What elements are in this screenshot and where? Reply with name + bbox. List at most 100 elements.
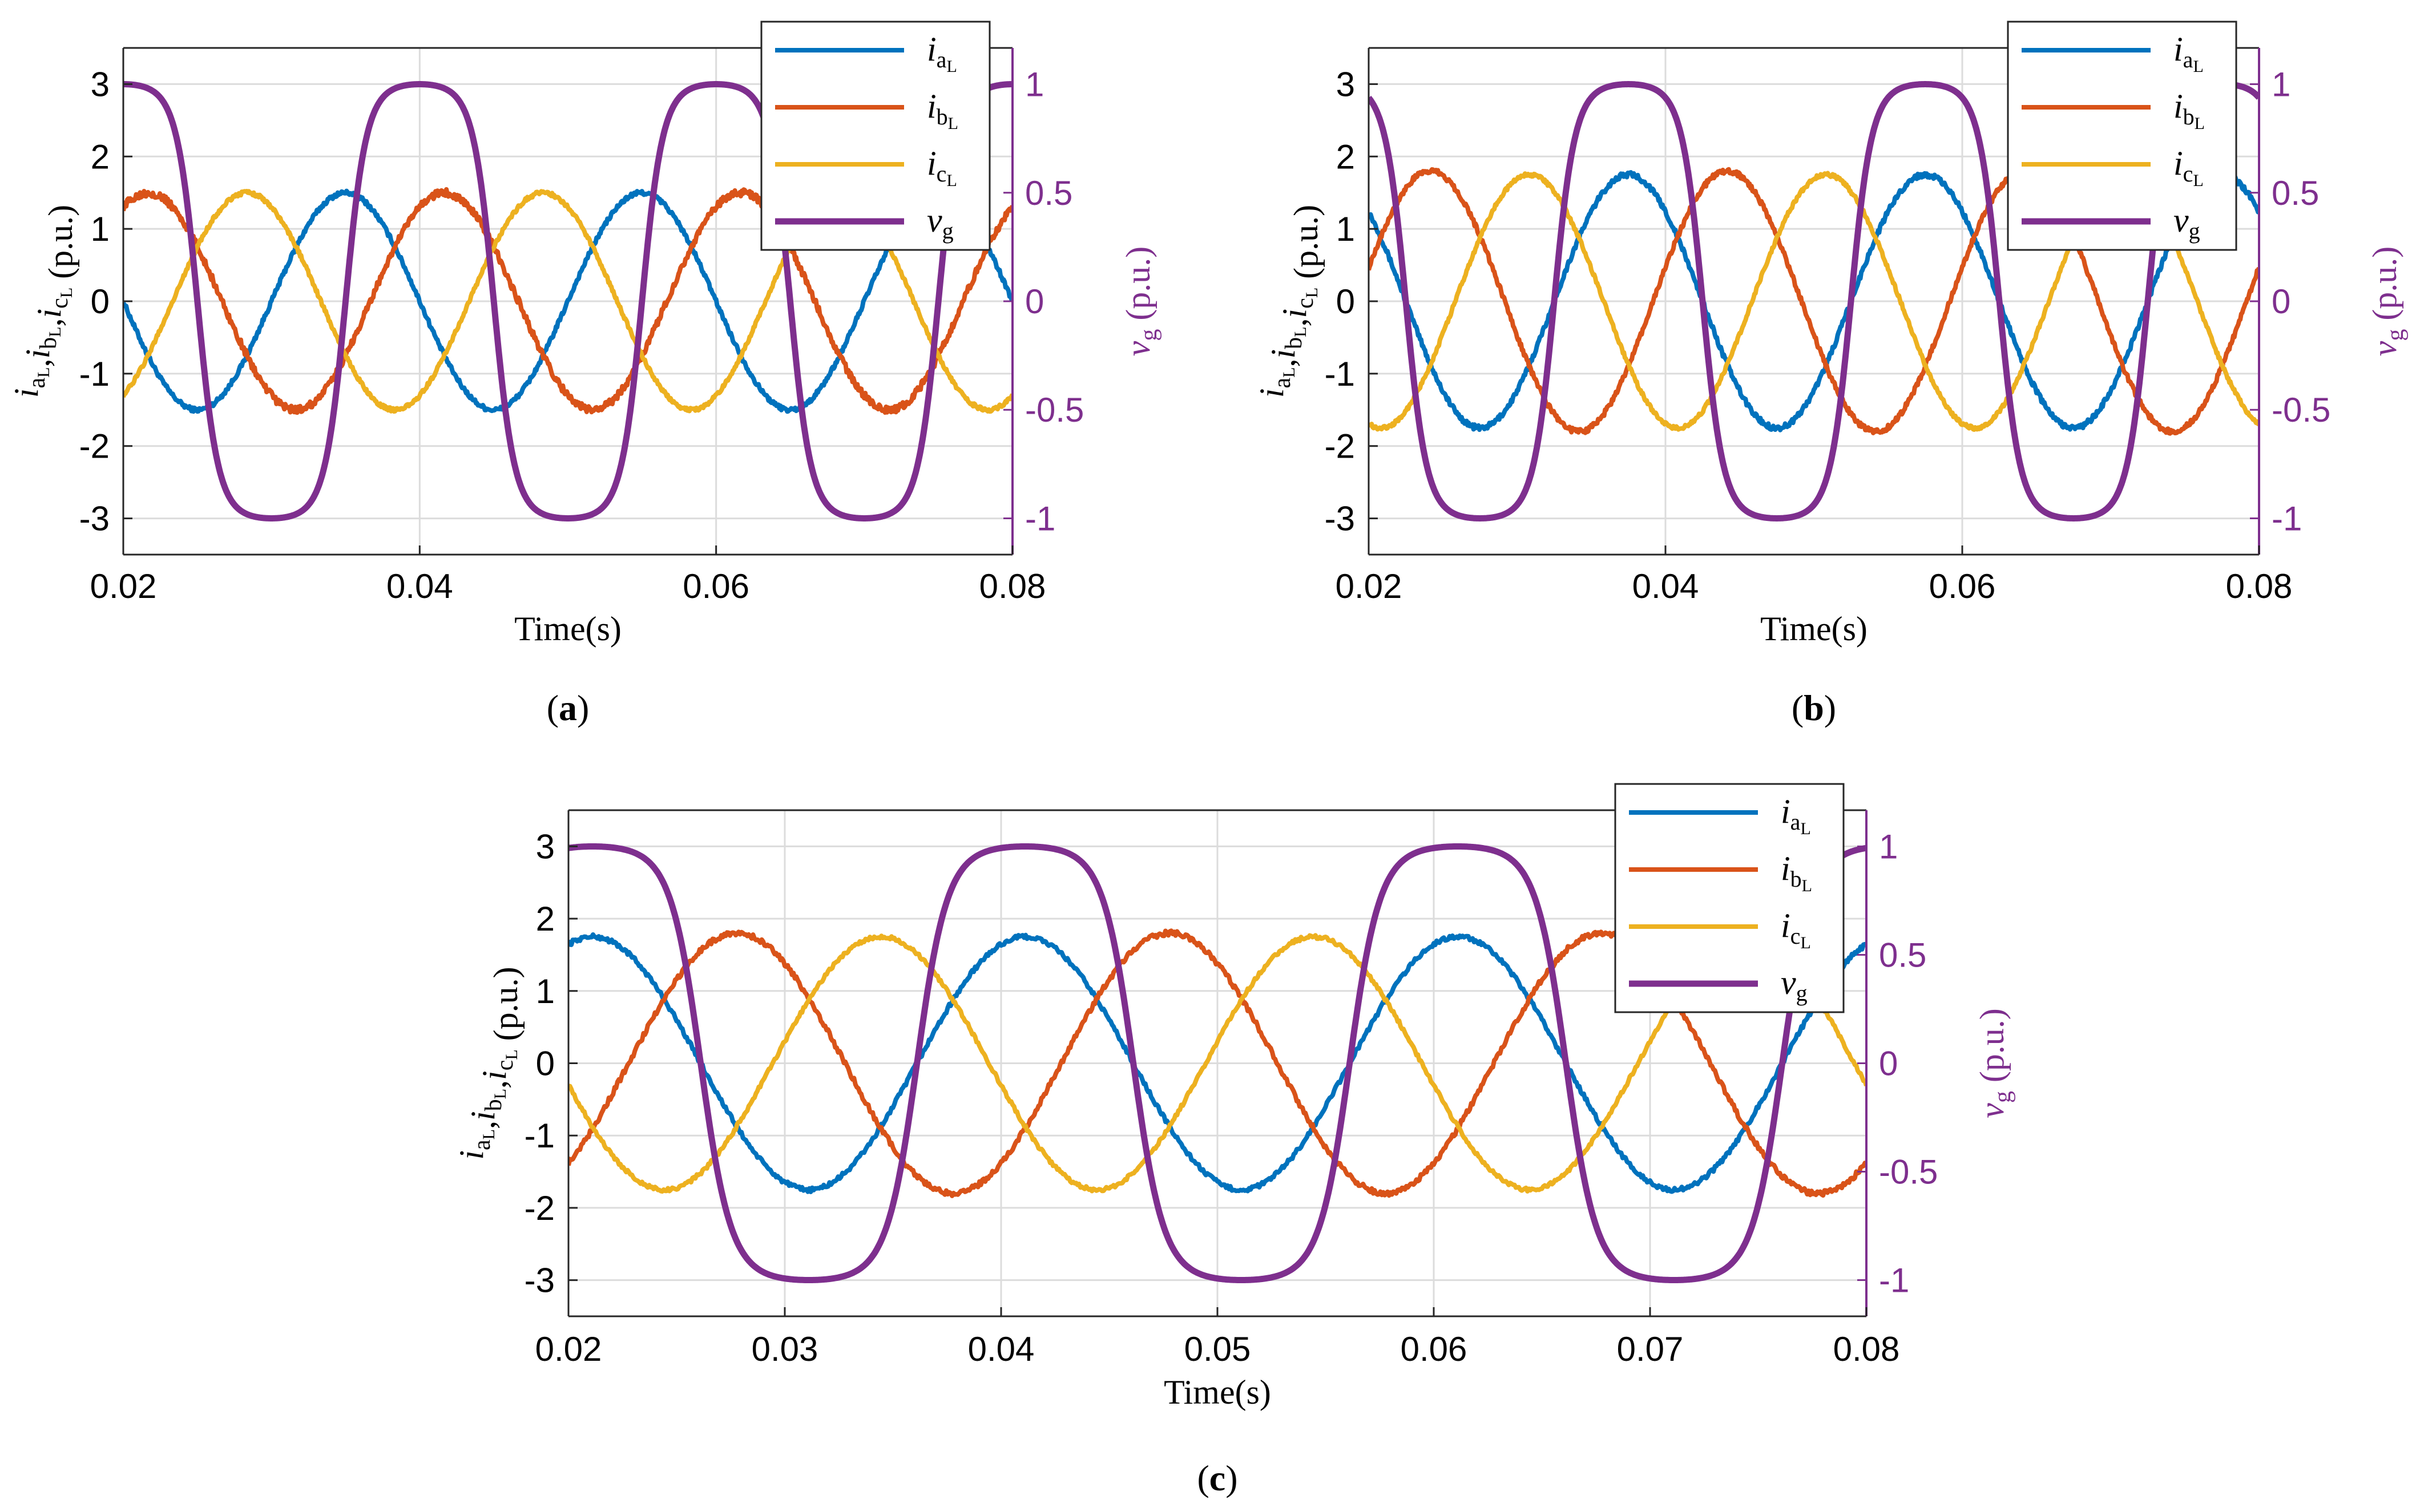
y-tick-label-left: -1 xyxy=(525,1117,555,1155)
y-axis-label-left: iaL,ibL,icL (p.u.) xyxy=(7,205,79,398)
ylabel-unit: (p.u.) xyxy=(42,205,79,288)
ylabel-var: i xyxy=(1253,388,1290,398)
legend-subsub: L xyxy=(946,171,957,190)
y-tick-label-left: 2 xyxy=(1336,138,1355,176)
y-axis-label-right: vg (p.u.) xyxy=(1119,246,1162,357)
series-line-i-aL xyxy=(568,932,1866,1194)
ylabel-subsub: L xyxy=(57,288,76,298)
legend-subsub: L xyxy=(2195,114,2205,133)
y-tick-label-right: 0.5 xyxy=(1025,174,1072,212)
ylabel-var: i xyxy=(1276,309,1313,318)
ylabel-right-unit: (p.u.) xyxy=(1973,1008,2011,1091)
x-tick-label: 0.08 xyxy=(1833,1330,1900,1368)
panel-caption: (a) xyxy=(547,688,590,728)
ylabel-sub: b xyxy=(35,337,62,349)
ylabel-right-sub: g xyxy=(1990,1091,2016,1103)
legend-box xyxy=(760,21,991,251)
legend-var: v xyxy=(1781,964,1796,1001)
caption-close: ) xyxy=(1225,1458,1237,1498)
y-axis-label-left: iaL,ibL,icL (p.u.) xyxy=(453,967,525,1159)
y-tick-label-right: -0.5 xyxy=(1879,1153,1938,1191)
x-tick-label: 0.02 xyxy=(535,1330,602,1368)
panel-c: 0.02 0.03 0.04 0.05 0.06 0.07 0.08 3 2 1 0 -1 -2 -3 1 0… xyxy=(453,783,2016,1498)
ylabel-var: i xyxy=(19,349,57,359)
legend-sub: a xyxy=(1790,809,1801,835)
ylabel-sub: a xyxy=(469,1139,495,1150)
y-tick-label-left: 2 xyxy=(91,138,110,176)
y-tick-label-left: -3 xyxy=(79,500,110,538)
ylabel-subsub: L xyxy=(1280,367,1298,377)
ylabel-sub: a xyxy=(1269,377,1296,388)
panel-caption: (b) xyxy=(1792,688,1836,728)
legend-subsub: L xyxy=(1802,876,1812,895)
legend-label-v-g: vg xyxy=(927,201,954,244)
ylabel-sub: a xyxy=(24,377,50,388)
ylabel-sep: , xyxy=(1276,318,1313,326)
series-line-v-g xyxy=(1369,81,2259,521)
x-tick-label: 0.06 xyxy=(1929,567,1996,605)
caption-open: ( xyxy=(1197,1458,1209,1498)
legend-var: i xyxy=(2173,144,2183,182)
panel-caption: (c) xyxy=(1197,1458,1237,1498)
ylabel-subsub: L xyxy=(1291,326,1310,337)
ylabel-right-unit: (p.u.) xyxy=(1119,246,1157,329)
series-line-i-bL xyxy=(1369,167,2259,436)
y-tick-label-left: -3 xyxy=(525,1262,555,1300)
x-tick-label: 0.02 xyxy=(1336,567,1402,605)
y-tick-label-left: 3 xyxy=(536,827,555,866)
legend-sub: g xyxy=(942,218,954,244)
y-tick-label-left: -3 xyxy=(1325,500,1355,538)
legend-var: i xyxy=(927,144,937,182)
y-tick-label-left: 0 xyxy=(91,282,110,321)
y-tick-label-right: 0.5 xyxy=(2272,174,2319,212)
y-tick-label-left: 1 xyxy=(91,210,110,248)
ylabel-right-unit: (p.u.) xyxy=(2366,246,2403,329)
legend-label-i-bL: ibL xyxy=(1781,850,1812,895)
x-axis-label: Time(s) xyxy=(514,610,622,648)
legend-sub: a xyxy=(2183,47,2193,72)
legend-var: i xyxy=(1781,850,1790,887)
x-axis-label: Time(s) xyxy=(1760,610,1868,648)
legend-sub: b xyxy=(1790,866,1802,892)
caption-close: ) xyxy=(1824,688,1836,728)
legend-label-i-cL: icL xyxy=(927,144,957,190)
y-tick-label-right: 1 xyxy=(2272,66,2290,104)
legend-var: v xyxy=(927,201,942,239)
legend-sub: g xyxy=(1796,980,1808,1006)
legend-sub: b xyxy=(2183,104,2195,130)
panel-a: 0.02 0.04 0.06 0.08 3 2 1 0 -1 -2 -3 1 0.5 0 -0.5 -1 Tim… xyxy=(7,21,1162,728)
ylabel-unit: (p.u.) xyxy=(487,967,525,1049)
y-tick-label-right: 1 xyxy=(1879,827,1898,866)
ylabel-sub: b xyxy=(481,1099,507,1111)
y-tick-label-right: -0.5 xyxy=(2272,391,2330,429)
legend-box xyxy=(2007,21,2237,251)
legend-label-i-aL: iaL xyxy=(1781,793,1811,838)
legend-var: i xyxy=(2173,87,2183,125)
ylabel-sep: , xyxy=(1264,358,1302,367)
legend-var: i xyxy=(927,87,937,125)
y-axis-label-right: vg (p.u.) xyxy=(2366,246,2409,357)
y-axis-label-left: iaL,ibL,icL (p.u.) xyxy=(1253,205,1325,398)
series-line-i-aL xyxy=(1369,170,2259,432)
series-line-i-aL xyxy=(123,188,1013,414)
ylabel-right-sub: g xyxy=(1136,329,1162,341)
y-tick-label-left: -2 xyxy=(79,427,110,466)
series-line-i-cL xyxy=(568,933,1866,1194)
legend-var: v xyxy=(2173,201,2189,239)
y-tick-label-right: 0 xyxy=(1879,1045,1898,1083)
ylabel-unit: (p.u.) xyxy=(1287,205,1325,288)
y-tick-label-right: -1 xyxy=(1025,499,1055,537)
ylabel-right-var: v xyxy=(1119,341,1157,356)
ylabel-var: i xyxy=(475,1070,513,1080)
ylabel-subsub: L xyxy=(479,1129,498,1139)
legend-var: i xyxy=(1781,793,1790,830)
ylabel-sub: c xyxy=(492,1060,518,1071)
y-tick-label-right: -0.5 xyxy=(1025,391,1084,429)
x-tick-label: 0.06 xyxy=(683,567,749,605)
ylabel-right-var: v xyxy=(1973,1103,2011,1118)
x-tick-label: 0.03 xyxy=(752,1330,818,1368)
y-tick-label-right: 0 xyxy=(1025,282,1044,321)
